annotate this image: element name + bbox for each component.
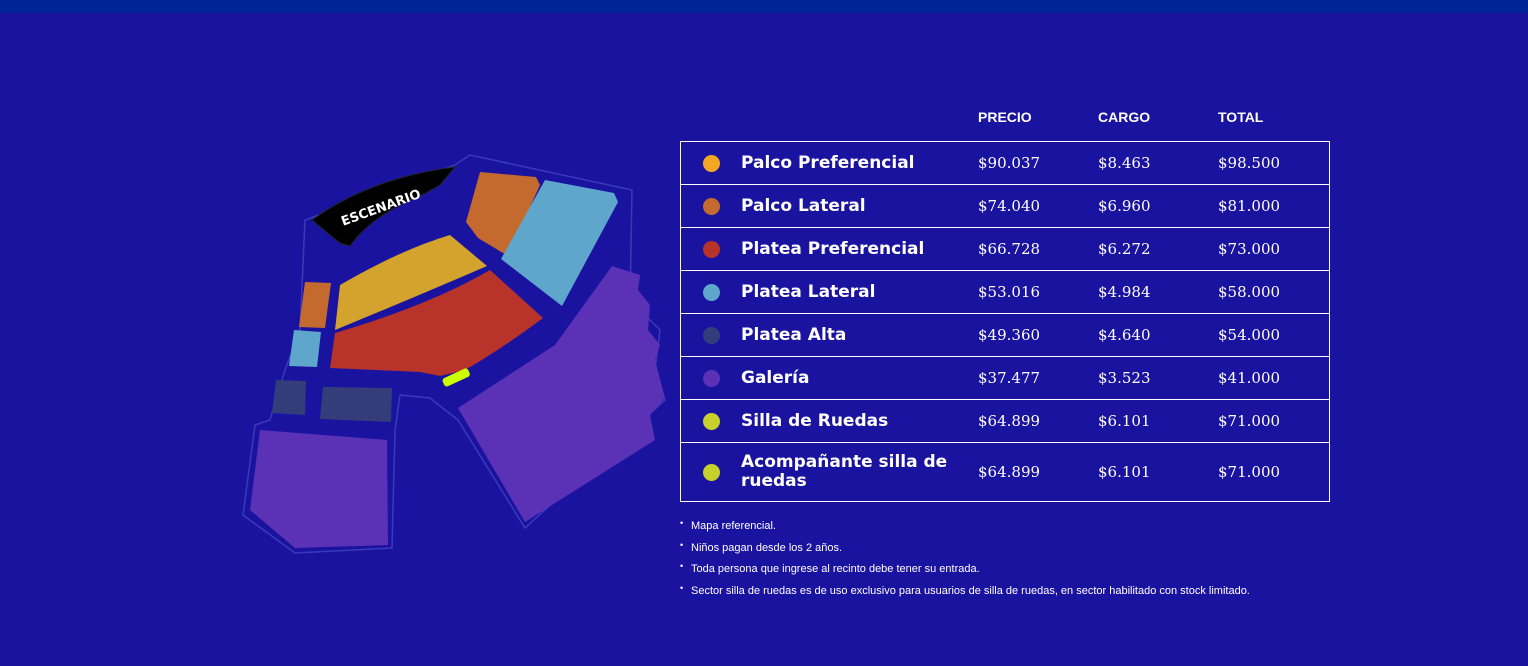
color-dot-icon	[702, 327, 720, 345]
total-value: $41.000	[1218, 356, 1330, 400]
color-dot-icon	[702, 241, 720, 259]
charge-value: $6.101	[1098, 399, 1218, 443]
total-value: $58.000	[1218, 270, 1330, 314]
charge-value: $6.101	[1098, 442, 1218, 502]
total-value: $73.000	[1218, 227, 1330, 271]
section-palco-lateral-left[interactable]	[299, 282, 331, 328]
section-palco-lateral[interactable]	[466, 172, 540, 256]
section-name: Silla de Ruedas	[741, 399, 978, 443]
section-platea-lateral-left[interactable]	[289, 330, 321, 367]
section-name: Palco Lateral	[741, 184, 978, 228]
color-dot-icon	[702, 284, 720, 302]
price-value: $64.899	[978, 442, 1098, 502]
venue-outline	[242, 154, 666, 554]
price-row: Palco Lateral $74.040 $6.960 $81.000	[680, 184, 1330, 228]
charge-value: $4.640	[1098, 313, 1218, 357]
charge-value: $3.523	[1098, 356, 1218, 400]
price-row: Platea Preferencial $66.728 $6.272 $73.0…	[680, 227, 1330, 271]
section-palco-preferencial[interactable]	[335, 235, 487, 330]
charge-value: $8.463	[1098, 141, 1218, 185]
section-platea-alta[interactable]	[272, 380, 392, 422]
color-dot-icon	[702, 370, 720, 388]
price-row: Silla de Ruedas $64.899 $6.101 $71.000	[680, 399, 1330, 443]
total-value: $54.000	[1218, 313, 1330, 357]
price-row: Acompañante silla de ruedas $64.899 $6.1…	[680, 442, 1330, 502]
section-name: Palco Preferencial	[741, 141, 978, 185]
price-value: $74.040	[978, 184, 1098, 228]
color-dot-icon	[702, 155, 720, 173]
price-row: Galería $37.477 $3.523 $41.000	[680, 356, 1330, 400]
section-name: Galería	[741, 356, 978, 400]
section-name: Platea Alta	[741, 313, 978, 357]
header-cargo: CARGO	[1098, 109, 1151, 125]
header-total: TOTAL	[1218, 109, 1264, 125]
price-value: $90.037	[978, 141, 1098, 185]
top-banner	[0, 0, 1528, 13]
price-row: Palco Preferencial $90.037 $8.463 $98.50…	[680, 141, 1330, 185]
section-galeria-left[interactable]	[250, 430, 388, 548]
note-item: Sector silla de ruedas es de uso exclusi…	[680, 578, 1250, 603]
section-silla-de-ruedas[interactable]	[442, 367, 471, 387]
total-value: $71.000	[1218, 442, 1330, 502]
note-item: Niños pagan desde los 2 años.	[680, 535, 1250, 560]
charge-value: $6.960	[1098, 184, 1218, 228]
price-value: $53.016	[978, 270, 1098, 314]
total-value: $81.000	[1218, 184, 1330, 228]
note-item: Toda persona que ingrese al recinto debe…	[680, 556, 1250, 581]
total-value: $71.000	[1218, 399, 1330, 443]
color-dot-icon	[702, 464, 720, 482]
color-dot-icon	[702, 198, 720, 216]
price-value: $66.728	[978, 227, 1098, 271]
section-name: Platea Preferencial	[741, 227, 978, 271]
price-value: $49.360	[978, 313, 1098, 357]
section-platea-lateral[interactable]	[501, 180, 618, 306]
section-platea-preferencial[interactable]	[330, 270, 543, 376]
price-row: Platea Lateral $53.016 $4.984 $58.000	[680, 270, 1330, 314]
price-value: $37.477	[978, 356, 1098, 400]
charge-value: $6.272	[1098, 227, 1218, 271]
section-name: Platea Lateral	[741, 270, 978, 314]
venue-map: ESCENARIO	[242, 154, 666, 554]
price-value: $64.899	[978, 399, 1098, 443]
color-dot-icon	[702, 413, 720, 431]
total-value: $98.500	[1218, 141, 1330, 185]
charge-value: $4.984	[1098, 270, 1218, 314]
section-galeria-right[interactable]	[458, 266, 665, 522]
price-table: Palco Preferencial $90.037 $8.463 $98.50…	[680, 141, 1330, 502]
price-row: Platea Alta $49.360 $4.640 $54.000	[680, 313, 1330, 357]
note-item: Mapa referencial.	[680, 513, 1250, 538]
header-precio: PRECIO	[978, 109, 1032, 125]
notes-list: Mapa referencial.Niños pagan desde los 2…	[680, 513, 1250, 603]
section-name: Acompañante silla de ruedas	[741, 442, 978, 502]
stage	[311, 166, 457, 247]
